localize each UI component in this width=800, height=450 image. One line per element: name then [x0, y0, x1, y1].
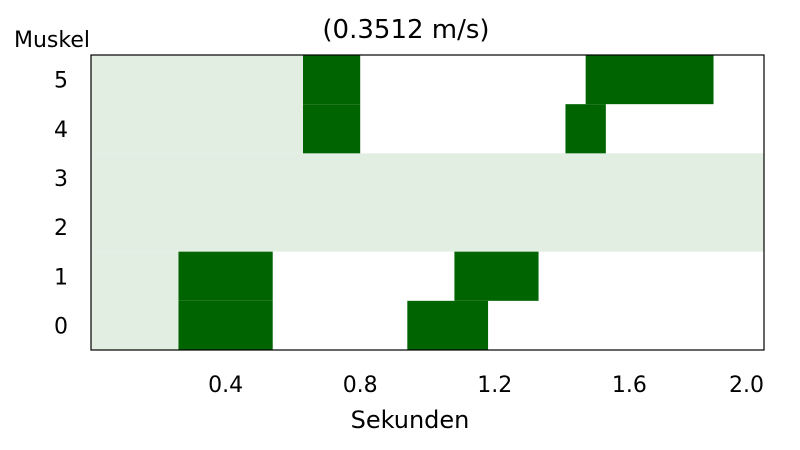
x-tick-label: 1.6: [612, 373, 647, 398]
activation-block-muscle-1-3: [454, 251, 539, 301]
y-axis-label: Muskel: [14, 28, 90, 53]
chart-title: (0.3512 m/s): [322, 15, 489, 45]
shaded-regions: [91, 55, 764, 350]
y-tick-label: 4: [54, 118, 68, 143]
shaded-region-0: [91, 153, 764, 252]
y-tick-label: 3: [54, 167, 68, 192]
x-tick-label: 1.2: [477, 373, 512, 398]
y-ticks: 0 1 2 3 4 5: [54, 69, 68, 340]
y-tick-label: 2: [54, 216, 68, 241]
x-ticks: 0.4 0.8 1.2 1.6 2.0: [208, 373, 764, 398]
x-tick-label: 0.4: [208, 373, 243, 398]
x-axis-label: Sekunden: [351, 406, 470, 434]
activation-block-muscle-4-5: [565, 104, 606, 154]
y-tick-label: 5: [54, 69, 68, 94]
x-tick-label: 2.0: [729, 373, 764, 398]
shaded-region-2: [91, 251, 179, 350]
shaded-region-1: [91, 55, 303, 154]
activation-block-muscle-5-7: [585, 55, 714, 105]
activation-block-muscle-1-2: [178, 251, 273, 301]
y-tick-label: 0: [54, 314, 68, 339]
activation-block-muscle-4-4: [302, 104, 361, 154]
x-tick-label: 0.8: [343, 373, 378, 398]
activation-block-muscle-0-0: [178, 300, 273, 350]
activation-block-muscle-0-1: [407, 300, 489, 350]
y-tick-label: 1: [54, 265, 68, 290]
activation-block-muscle-5-6: [302, 55, 361, 105]
activation-blocks: [178, 55, 714, 350]
plot-frame: [90, 54, 765, 351]
